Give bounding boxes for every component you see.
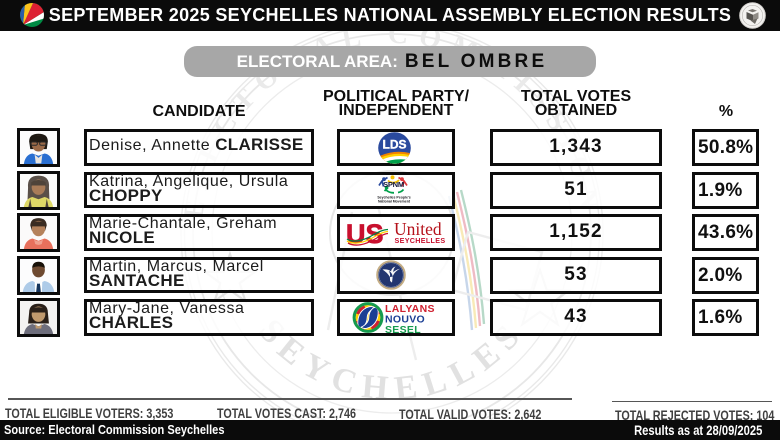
svg-text:SESEL: SESEL xyxy=(385,324,421,333)
svg-text:NOUVO: NOUVO xyxy=(385,314,425,326)
svg-text:LDS: LDS xyxy=(382,137,406,151)
svg-text:LALYANS: LALYANS xyxy=(385,303,435,315)
svg-text:US: US xyxy=(346,219,384,248)
svg-text:SEYCHELLES: SEYCHELLES xyxy=(395,236,446,245)
svg-text:United: United xyxy=(394,219,442,239)
svg-text:National Movement: National Movement xyxy=(378,199,411,203)
svg-text:Seychelles People's: Seychelles People's xyxy=(377,195,410,199)
svg-text:SPNM: SPNM xyxy=(383,180,404,189)
